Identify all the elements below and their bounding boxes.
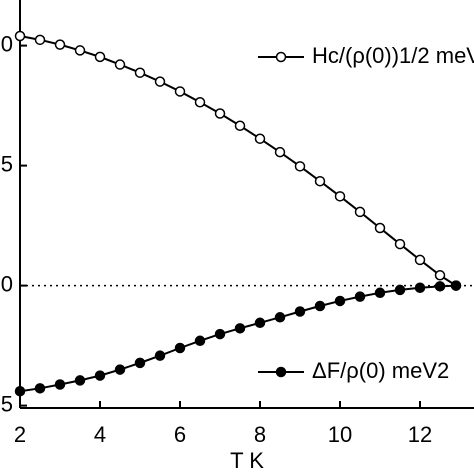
data-point [434, 281, 446, 292]
legend-label: ΔF/ρ(0) meV2 [312, 358, 449, 383]
x-tick-label: 8 [254, 422, 266, 447]
data-point [154, 76, 166, 87]
data-point [294, 306, 306, 317]
data-point [374, 222, 386, 234]
data-point [174, 86, 186, 97]
data-point [450, 280, 462, 291]
y-tick-label: 0 [1, 31, 13, 56]
data-point [114, 59, 126, 70]
data-point [354, 206, 366, 218]
data-point [294, 161, 306, 172]
data-point [234, 323, 246, 334]
data-point [74, 375, 86, 386]
data-point [194, 96, 206, 108]
data-point [174, 342, 186, 354]
legend-marker [275, 51, 287, 63]
data-point [334, 191, 346, 202]
data-point [34, 383, 46, 394]
data-point [234, 120, 246, 132]
data-point [334, 295, 346, 307]
x-tick-label: 4 [94, 422, 106, 447]
data-point [214, 108, 226, 119]
x-tick-label: 2 [14, 422, 26, 447]
data-point [274, 312, 286, 323]
data-point [14, 30, 26, 42]
legend-marker [275, 366, 287, 378]
data-point [194, 335, 206, 347]
data-point [394, 284, 406, 296]
data-point [134, 67, 146, 78]
data-point [14, 385, 26, 397]
data-point [274, 146, 286, 158]
data-point [374, 287, 386, 299]
data-point [94, 370, 106, 381]
data-point [394, 238, 406, 250]
data-point [114, 364, 126, 375]
data-point [154, 350, 166, 361]
data-point [434, 270, 446, 281]
data-point [314, 175, 326, 187]
x-tick-label: 6 [174, 422, 186, 447]
y-tick-label: 5 [1, 391, 13, 416]
data-point [254, 317, 266, 329]
legend-label: Hc/(ρ(0))1/2 meV [312, 43, 474, 68]
data-point [34, 34, 46, 46]
data-point [254, 133, 266, 144]
series-line [19, 35, 457, 287]
data-point [74, 45, 86, 56]
data-point [354, 291, 366, 302]
data-point [54, 39, 66, 50]
data-point [94, 51, 106, 63]
x-tick-label: 12 [408, 422, 432, 447]
y-tick-label: 0 [1, 271, 13, 296]
data-point [414, 254, 426, 266]
data-point [414, 282, 426, 294]
data-point [134, 357, 146, 369]
y-tick-label: 5 [1, 151, 13, 176]
x-tick-label: 10 [328, 422, 352, 447]
data-point [54, 379, 66, 390]
data-point [314, 300, 326, 312]
data-point [214, 328, 226, 340]
x-axis-label: T K [230, 448, 264, 473]
